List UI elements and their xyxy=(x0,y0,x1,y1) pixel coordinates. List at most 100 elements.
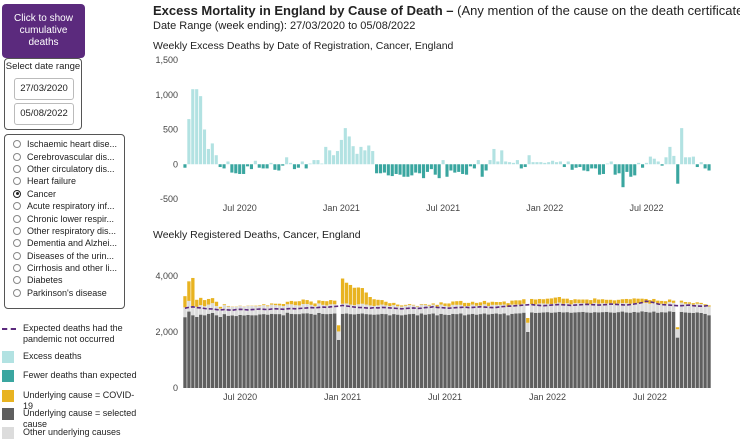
covid-bar xyxy=(486,302,491,306)
radio-icon[interactable] xyxy=(13,276,21,285)
selected-cause-bar xyxy=(333,313,337,388)
covid-bar xyxy=(226,305,230,307)
covid-bar xyxy=(431,303,435,305)
fewer-bar xyxy=(249,164,253,170)
other-cause-bar xyxy=(557,302,561,312)
covid-bar xyxy=(691,303,695,305)
other-cause-bar xyxy=(407,304,412,315)
fewer-bar xyxy=(449,164,453,171)
other-cause-bar xyxy=(230,306,234,316)
radio-icon[interactable] xyxy=(13,214,21,223)
x-tick-label: Jan 2022 xyxy=(526,203,563,213)
selected-cause-bar xyxy=(518,313,522,388)
covid-bar xyxy=(321,300,325,305)
radio-icon[interactable] xyxy=(13,164,21,173)
excess-bar xyxy=(187,119,191,165)
cause-option[interactable]: Cirrhosis and other li... xyxy=(5,262,124,274)
excess-bar xyxy=(206,148,210,165)
cause-option[interactable]: Acute respiratory inf... xyxy=(5,200,124,212)
radio-icon[interactable] xyxy=(13,202,21,211)
other-cause-bar xyxy=(478,305,483,315)
other-cause-bar xyxy=(636,303,640,313)
cause-label: Dementia and Alzhei... xyxy=(27,238,118,249)
selected-cause-bar xyxy=(577,312,581,388)
other-cause-bar xyxy=(419,304,424,314)
selected-cause-bar xyxy=(238,314,242,388)
date-from-input[interactable]: 27/03/2020 xyxy=(14,78,74,100)
selected-cause-bar xyxy=(447,314,451,388)
other-cause-bar xyxy=(502,304,506,314)
selected-cause-bar xyxy=(687,312,691,388)
date-to-input[interactable]: 05/08/2022 xyxy=(14,103,74,125)
selected-cause-bar xyxy=(317,312,321,388)
other-cause-bar xyxy=(518,304,522,314)
radio-icon[interactable] xyxy=(13,152,21,161)
selected-cause-bar xyxy=(494,313,498,388)
radio-icon[interactable] xyxy=(13,140,21,149)
radio-icon[interactable] xyxy=(13,251,21,260)
covid-bar xyxy=(262,304,266,306)
other-cause-bar xyxy=(604,303,609,312)
expected-line-swatch xyxy=(2,328,16,330)
cause-option[interactable]: Parkinson's disease xyxy=(5,287,124,299)
other-cause-bar xyxy=(695,303,699,313)
other-cause-bar xyxy=(388,305,392,316)
other-cause-bar xyxy=(530,304,534,313)
legend-covid: Underlying cause = COVID-19 xyxy=(2,390,138,412)
excess-bar xyxy=(648,156,652,165)
covid-bar xyxy=(593,298,597,303)
selected-cause-bar xyxy=(648,312,652,388)
cause-option[interactable]: Diabetes xyxy=(5,274,124,286)
covid-bar xyxy=(289,300,294,305)
excess-bar xyxy=(699,162,703,165)
radio-icon[interactable] xyxy=(13,177,21,186)
radio-icon[interactable] xyxy=(13,239,21,248)
radio-icon[interactable] xyxy=(13,189,21,198)
cause-option[interactable]: Heart failure xyxy=(5,175,124,187)
selected-cause-bar xyxy=(616,312,621,388)
y-tick-label: 4,000 xyxy=(155,271,178,281)
legend-selected: Underlying cause = selected cause xyxy=(2,408,138,430)
legend-expected-label: Expected deaths had the pandemic not occ… xyxy=(23,323,123,344)
cause-option[interactable]: Cancer xyxy=(5,188,124,200)
selected-cause-bar xyxy=(656,312,660,388)
cause-option[interactable]: Cerebrovascular dis... xyxy=(5,150,124,162)
other-cause-bar xyxy=(344,303,349,314)
selected-cause-bar xyxy=(392,314,396,388)
cause-option[interactable]: Other respiratory dis... xyxy=(5,225,124,237)
cause-option[interactable]: Chronic lower respir... xyxy=(5,212,124,224)
fewer-bar xyxy=(277,164,281,171)
radio-icon[interactable] xyxy=(13,226,21,235)
selected-cause-bar xyxy=(400,315,404,388)
fewer-bar xyxy=(523,164,527,168)
selected-cause-bar xyxy=(191,315,195,388)
covid-bar xyxy=(470,301,475,305)
excess-bar xyxy=(668,146,672,165)
other-cause-bar xyxy=(313,306,317,315)
fewer-bar xyxy=(183,164,187,168)
cause-option[interactable]: Dementia and Alzhei... xyxy=(5,237,124,249)
selected-cause-bar xyxy=(396,314,400,388)
cause-option[interactable]: Ischaemic heart dise... xyxy=(5,138,124,150)
excess-bar xyxy=(371,151,375,165)
fewer-bar xyxy=(375,164,379,174)
excess-bar xyxy=(328,150,332,165)
excess-bar xyxy=(531,162,535,165)
radio-icon[interactable] xyxy=(13,288,21,297)
other-cause-bar xyxy=(301,304,305,314)
covid-bar xyxy=(415,305,420,307)
other-cause-bar xyxy=(329,304,333,314)
cause-option[interactable]: Other circulatory dis... xyxy=(5,163,124,175)
cumulative-deaths-button[interactable]: Click to show cumulative deaths xyxy=(2,4,85,58)
excess-bar xyxy=(644,162,649,165)
covid-bar xyxy=(447,303,451,307)
covid-bar xyxy=(530,298,534,304)
covid-bar xyxy=(258,305,262,306)
other-cause-bar xyxy=(226,306,230,316)
fewer-bar xyxy=(695,164,699,168)
excess-bar xyxy=(308,163,312,165)
cause-option[interactable]: Diseases of the urin... xyxy=(5,250,124,262)
radio-icon[interactable] xyxy=(13,264,21,273)
excess-bar xyxy=(672,155,676,165)
selected-cause-bar xyxy=(660,312,664,388)
